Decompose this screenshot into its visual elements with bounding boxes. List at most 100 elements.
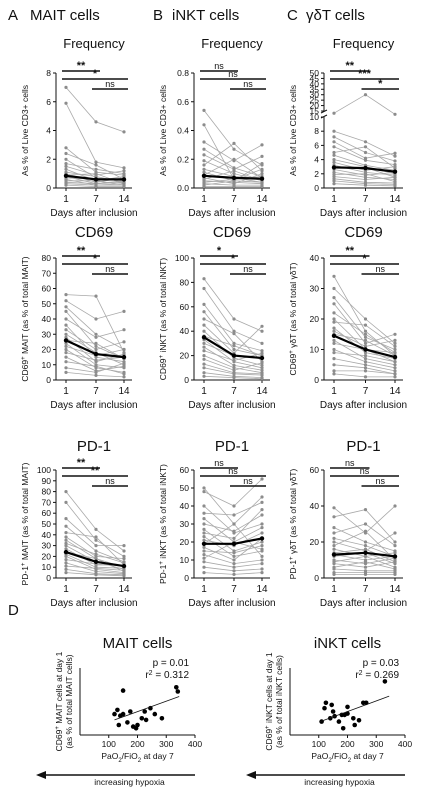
- y-tick-label: 40: [42, 530, 52, 540]
- median-point: [363, 347, 368, 352]
- panel-mait-scatter: MAIT cells 100 200 300 400 CD69+ MAIT cells a…: [36, 635, 202, 787]
- x-tick-label: 400: [398, 739, 412, 749]
- y-tick-label: 80: [180, 277, 190, 287]
- x-tick-label: 7: [93, 194, 99, 205]
- panel-gdt-cd69: CD69 0 10 20 30 40 1 7 14 Days after inclusion CD6…: [288, 224, 407, 411]
- significance-label: ***: [358, 68, 372, 80]
- sample-point: [64, 146, 68, 150]
- x-tick-label: 1: [331, 194, 337, 205]
- y-tick-label: 0: [46, 573, 51, 583]
- sample-point: [202, 302, 206, 306]
- sample-point: [232, 329, 236, 333]
- sample-line: [333, 94, 396, 115]
- sample-point: [332, 531, 336, 535]
- sample-point: [363, 183, 368, 187]
- sample-point: [122, 557, 126, 561]
- sample-point: [202, 140, 206, 144]
- y-tick-label: 20: [310, 537, 320, 547]
- sample-point: [202, 571, 206, 575]
- x-tick-label: 1: [331, 584, 337, 595]
- y-tick-label: 0: [314, 375, 319, 385]
- sample-point: [122, 574, 126, 578]
- x-tick-label: 14: [118, 584, 130, 595]
- sample-point: [393, 184, 397, 188]
- median-point: [231, 541, 237, 546]
- sample-point: [332, 140, 336, 144]
- y-tick-label: 4: [46, 126, 51, 136]
- significance-label: **: [77, 60, 86, 72]
- sample-point: [332, 320, 336, 324]
- sample-point: [332, 572, 336, 577]
- scatter-point: [323, 700, 329, 706]
- y-tick-label: 40: [310, 79, 320, 89]
- y-tick-label: 25: [310, 95, 320, 105]
- sample-point: [393, 347, 397, 352]
- sample-point: [260, 162, 264, 166]
- significance-label: ns: [243, 264, 253, 274]
- x-tick-label: 200: [130, 739, 144, 749]
- sample-point: [94, 344, 98, 348]
- sample-point: [332, 317, 336, 321]
- y-tick-label: 20: [310, 314, 320, 324]
- sample-point: [232, 504, 236, 508]
- sample-line: [203, 502, 263, 516]
- sample-point: [332, 160, 336, 164]
- sample-point: [363, 375, 368, 379]
- sample-point: [260, 363, 264, 367]
- panel-inkt-cd69: CD69 0 20 40 60 80 100 1 7 14 Days after inclusion…: [158, 224, 276, 411]
- sample-point: [94, 544, 98, 548]
- significance-label: ns: [214, 61, 224, 71]
- median-point: [231, 175, 237, 181]
- sample-point: [232, 347, 236, 352]
- sample-point: [363, 369, 368, 373]
- y-tick-label: 90: [42, 476, 52, 486]
- sample-point: [64, 299, 68, 303]
- sample-point: [363, 366, 368, 370]
- sample-point: [94, 358, 98, 362]
- y-tick-label: 0.0: [177, 183, 189, 193]
- scatter-point: [329, 702, 335, 708]
- scatter-point: [174, 685, 179, 690]
- scatter-point: [345, 711, 350, 716]
- median-point: [121, 354, 127, 360]
- sample-point: [332, 363, 336, 367]
- sample-point: [94, 557, 98, 561]
- sample-point: [260, 495, 264, 499]
- sample-point: [94, 527, 98, 532]
- sample-point: [332, 182, 336, 186]
- sample-point: [363, 544, 368, 548]
- median-point: [363, 550, 368, 555]
- sample-point: [260, 185, 264, 189]
- sample-point: [332, 145, 336, 149]
- sample-point: [232, 562, 236, 566]
- significance-label: ns: [228, 466, 238, 476]
- sample-point: [363, 547, 368, 551]
- sample-point: [122, 568, 126, 573]
- sample-point: [94, 373, 98, 377]
- scatter-point: [356, 718, 362, 723]
- sample-point: [260, 154, 264, 158]
- sample-point: [94, 341, 98, 345]
- sample-point: [232, 372, 236, 376]
- panel-title-gdt-cd69: CD69: [344, 224, 382, 241]
- sample-line: [333, 141, 396, 159]
- scatter-point: [116, 722, 122, 728]
- x-tick-label: 300: [369, 739, 383, 749]
- sample-point: [393, 332, 397, 336]
- sample-point: [64, 151, 68, 156]
- sample-point: [202, 511, 206, 515]
- sample-point: [332, 179, 336, 183]
- arrow-head-icon: [246, 771, 256, 779]
- sample-point: [64, 558, 68, 562]
- y-tick-label: 0.6: [177, 97, 189, 107]
- sample-point: [202, 345, 206, 349]
- sample-point: [202, 527, 206, 532]
- regression-line: [114, 696, 180, 721]
- x-tick-label: 7: [231, 386, 237, 397]
- y-tick-label: 80: [42, 487, 52, 497]
- significance-label: *: [362, 253, 367, 265]
- significance-label: *: [231, 253, 236, 265]
- sample-point: [260, 567, 264, 571]
- sample-point: [202, 517, 206, 521]
- sample-point: [122, 364, 126, 368]
